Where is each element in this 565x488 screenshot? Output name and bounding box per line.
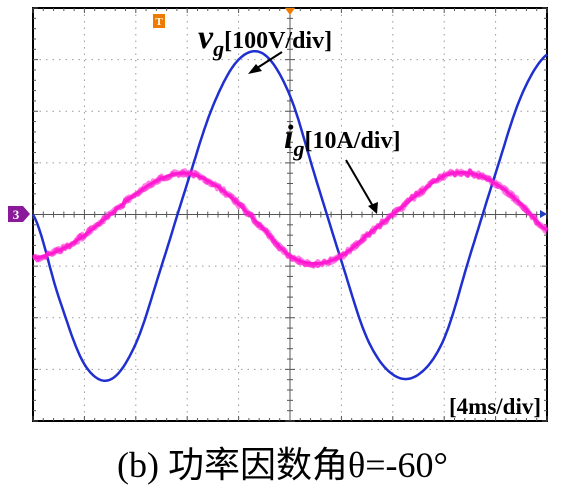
vg-scale: [100V/div] [224, 28, 332, 54]
vg-symbol: v [198, 19, 214, 56]
right-level-marker [540, 210, 547, 218]
channel-marker-label: 3 [13, 207, 20, 222]
trigger-position-marker [285, 8, 295, 15]
channel-marker: 3 [8, 206, 30, 222]
vg-label: vg[100V/div] [198, 19, 332, 61]
ig-pointer-line [345, 159, 375, 209]
ig-trace [32, 171, 548, 265]
trigger-marker-label: T [155, 16, 163, 28]
figure-caption: (b) 功率因数角θ=-60° [117, 445, 448, 485]
traces [31, 49, 549, 382]
ig-scale: [10A/div] [304, 128, 400, 154]
oscilloscope-chart: T 3 vg[100V/div] ig[10A/div] [4ms/div] [8, 7, 549, 422]
grid [32, 7, 548, 422]
ig-subscript: g [292, 136, 304, 161]
vg-trace [31, 49, 548, 382]
time-scale-label: [4ms/div] [449, 394, 541, 419]
vg-subscript: g [212, 36, 224, 61]
ig-pointer-arrowhead [368, 202, 378, 214]
ig-label: ig[10A/div] [284, 119, 400, 161]
vg-pointer-line [253, 51, 283, 71]
trigger-marker: T [153, 14, 165, 28]
ig-symbol: i [284, 119, 294, 156]
vg-pointer-arrowhead [248, 64, 262, 74]
